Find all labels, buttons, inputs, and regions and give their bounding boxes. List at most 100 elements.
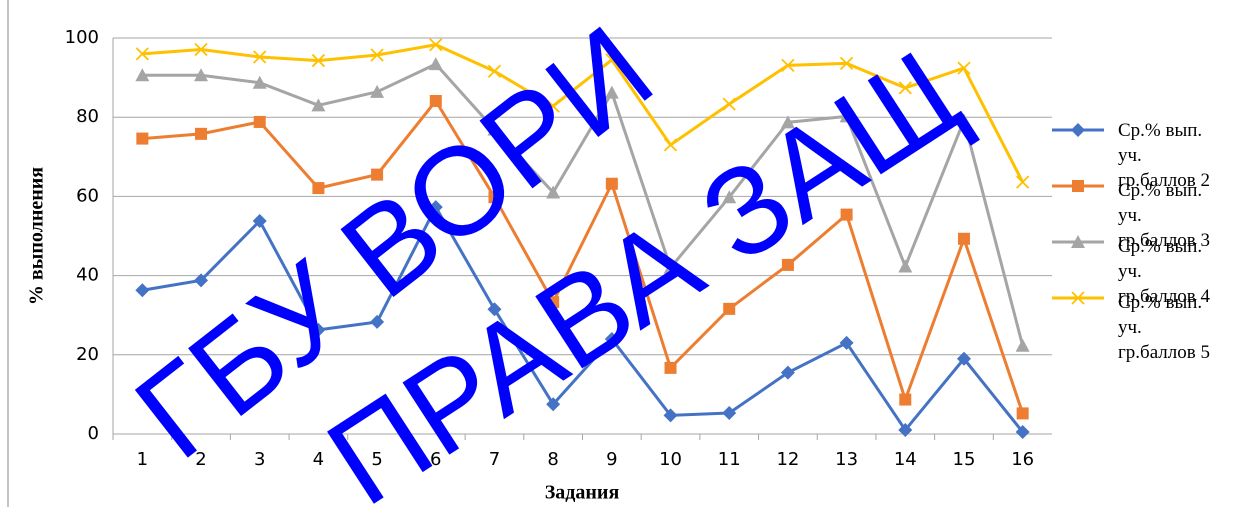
marker <box>136 132 149 145</box>
marker <box>312 182 325 195</box>
marker <box>135 47 149 61</box>
marker <box>370 48 384 62</box>
x-tick-label: 5 <box>371 449 382 470</box>
series <box>135 57 1030 352</box>
marker <box>135 283 150 298</box>
y-axis-label: % выполнения <box>26 167 48 305</box>
marker <box>957 61 971 75</box>
marker <box>604 85 619 99</box>
marker <box>604 331 619 346</box>
marker <box>663 408 678 423</box>
marker <box>1016 407 1029 420</box>
marker <box>722 406 737 421</box>
y-tick-label: 0 <box>88 423 99 444</box>
marker <box>487 302 502 317</box>
y-tick-label: 80 <box>76 106 99 127</box>
marker <box>546 99 560 113</box>
x-tick-label: 6 <box>430 449 441 470</box>
marker <box>546 185 561 199</box>
marker <box>722 97 736 111</box>
series-line <box>142 43 1024 183</box>
marker <box>370 84 385 98</box>
marker <box>371 168 384 181</box>
marker <box>898 259 913 273</box>
marker <box>429 38 443 52</box>
legend-label: Ср.% вып. уч. гр.баллов 2 <box>1118 120 1210 191</box>
marker <box>956 113 971 127</box>
marker <box>253 50 267 64</box>
marker <box>252 75 267 89</box>
marker <box>1015 425 1030 440</box>
x-tick-label: 4 <box>313 449 324 470</box>
marker <box>195 127 208 140</box>
marker <box>664 361 677 374</box>
marker <box>898 81 912 95</box>
marker <box>840 208 853 221</box>
marker <box>194 42 208 57</box>
x-tick-label: 12 <box>776 449 799 470</box>
x-tick-label: 9 <box>606 449 617 470</box>
marker <box>663 138 678 152</box>
marker <box>194 273 209 288</box>
y-tick-label: 60 <box>76 185 99 206</box>
marker <box>488 191 501 204</box>
marker <box>487 64 502 78</box>
marker <box>487 122 502 136</box>
x-tick-label: 16 <box>1011 449 1034 470</box>
marker <box>1071 291 1085 305</box>
marker <box>428 200 443 215</box>
marker <box>957 232 970 245</box>
x-tick-label: 1 <box>137 449 148 470</box>
marker <box>311 322 326 337</box>
marker <box>547 296 560 309</box>
y-tick-label: 100 <box>65 27 99 48</box>
marker <box>781 258 794 271</box>
marker <box>428 57 443 71</box>
marker <box>839 109 854 123</box>
x-tick-label: 8 <box>547 449 558 470</box>
marker <box>1072 180 1084 192</box>
series-line <box>142 62 1025 347</box>
marker <box>1015 338 1030 352</box>
x-axis-label: Задания <box>545 482 620 504</box>
legend-label: Ср.% вып. уч. гр.баллов 5 <box>1118 292 1210 363</box>
x-tick-label: 14 <box>894 449 917 470</box>
series <box>135 38 1030 189</box>
marker <box>956 351 971 366</box>
marker <box>429 94 442 107</box>
marker <box>663 260 678 274</box>
marker <box>135 68 150 82</box>
x-tick-label: 3 <box>254 449 265 470</box>
marker <box>546 397 561 412</box>
series-line <box>142 203 1024 433</box>
marker <box>780 115 795 129</box>
marker <box>605 53 619 67</box>
y-tick-label: 40 <box>76 265 99 286</box>
marker <box>253 115 266 128</box>
marker <box>311 53 326 68</box>
x-tick-label: 7 <box>489 449 500 470</box>
marker <box>780 365 795 380</box>
marker <box>839 335 854 350</box>
marker <box>1071 235 1085 248</box>
marker <box>723 302 736 315</box>
marker <box>311 98 326 112</box>
marker <box>722 190 737 204</box>
marker <box>898 423 913 438</box>
x-tick-label: 15 <box>953 449 976 470</box>
marker <box>1016 175 1030 189</box>
marker <box>781 58 795 72</box>
marker <box>252 213 267 228</box>
marker <box>370 314 385 329</box>
series <box>136 94 1029 420</box>
marker <box>899 393 912 406</box>
marker <box>839 56 854 70</box>
marker <box>1071 123 1085 137</box>
marker <box>605 177 618 190</box>
x-tick-label: 13 <box>835 449 858 470</box>
x-tick-label: 10 <box>659 449 682 470</box>
y-tick-label: 20 <box>76 344 99 365</box>
legend-label: Ср.% вып. уч. гр.баллов 3 <box>1118 180 1210 251</box>
series <box>135 200 1030 440</box>
